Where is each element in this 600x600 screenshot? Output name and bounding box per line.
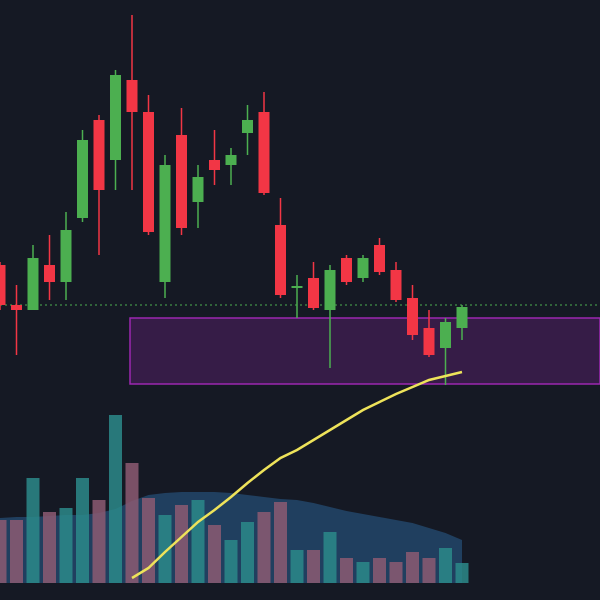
volume-bar bbox=[323, 532, 337, 583]
volume-bar bbox=[340, 558, 353, 583]
candle-body bbox=[176, 135, 187, 228]
candle-body bbox=[423, 328, 435, 355]
candle-body bbox=[77, 140, 88, 218]
volume-bar bbox=[422, 558, 436, 583]
candle-body bbox=[225, 155, 237, 165]
volume-bar bbox=[208, 525, 221, 583]
volume-bar bbox=[439, 548, 452, 583]
candle-body bbox=[126, 80, 138, 112]
volume-bar bbox=[191, 500, 205, 583]
candle-body bbox=[159, 165, 171, 282]
candle-body bbox=[258, 112, 270, 193]
candle-body bbox=[143, 112, 154, 232]
candle-body bbox=[27, 258, 39, 310]
volume-bar bbox=[257, 512, 271, 583]
volume-bar bbox=[10, 520, 23, 583]
candle-body bbox=[324, 270, 336, 310]
volume-bar bbox=[356, 562, 370, 583]
volume-bar bbox=[307, 550, 320, 583]
volume-bar bbox=[389, 562, 403, 583]
volume-bar bbox=[43, 512, 56, 583]
volume-bar bbox=[274, 502, 287, 583]
volume-bar bbox=[373, 558, 386, 583]
volume-bar bbox=[76, 478, 89, 583]
candle-body bbox=[110, 75, 121, 160]
candle-body bbox=[291, 286, 303, 288]
candle-body bbox=[44, 265, 55, 282]
candle-body bbox=[0, 265, 6, 305]
candle-body bbox=[242, 120, 253, 133]
candle-body bbox=[456, 307, 468, 328]
candle-body bbox=[341, 258, 352, 282]
volume-bar bbox=[125, 463, 139, 583]
volume-bar bbox=[455, 563, 469, 583]
volume-bar bbox=[92, 500, 106, 583]
candle-body bbox=[374, 245, 385, 272]
candle-body bbox=[407, 298, 418, 335]
volume-bar bbox=[59, 508, 73, 583]
volume-bar bbox=[241, 522, 254, 583]
moving-average bbox=[131, 370, 463, 580]
candle-body bbox=[440, 322, 451, 348]
volume-bar bbox=[0, 520, 7, 583]
volume-bar bbox=[406, 552, 419, 583]
volume-bar bbox=[26, 478, 40, 583]
candle-body bbox=[275, 225, 286, 295]
volume-bar bbox=[142, 498, 155, 583]
volume-bar bbox=[290, 550, 304, 583]
candle-body bbox=[11, 305, 22, 310]
volume-bar bbox=[224, 540, 238, 583]
candle-body bbox=[60, 230, 72, 282]
volume-bar bbox=[175, 505, 188, 583]
candle-body bbox=[192, 177, 204, 202]
zone bbox=[129, 317, 600, 385]
volume-bar bbox=[109, 415, 122, 583]
candle-body bbox=[357, 258, 369, 278]
candle-body bbox=[209, 160, 220, 170]
volume-bar bbox=[158, 515, 172, 583]
candle-body bbox=[93, 120, 105, 190]
candle-body bbox=[308, 278, 319, 308]
candle-body bbox=[390, 270, 402, 300]
